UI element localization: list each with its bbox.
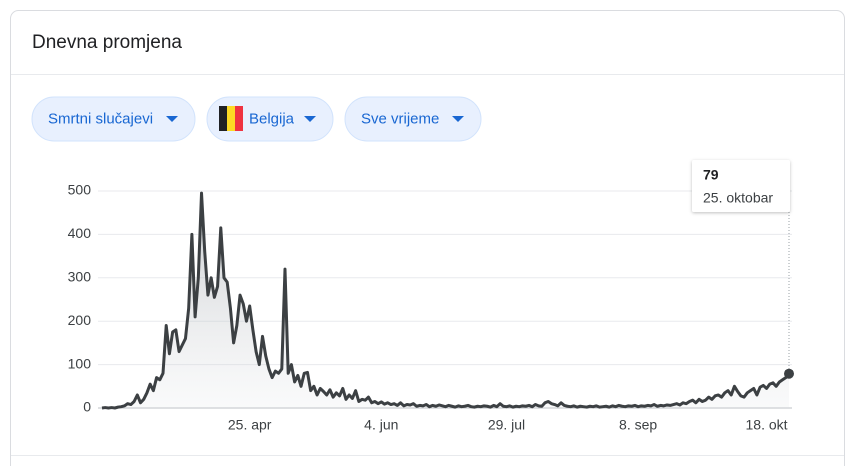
button-label[interactable]: Belgija xyxy=(249,110,295,127)
button-bg[interactable] xyxy=(344,96,482,142)
dropdown-arrow[interactable] xyxy=(452,116,464,122)
filter-button[interactable]: Sve vrijeme xyxy=(344,96,482,142)
button-bg[interactable] xyxy=(31,96,196,142)
y-tick-label: 400 xyxy=(68,225,92,241)
x-tick-label: 18. okt xyxy=(746,417,788,433)
tooltip-bg xyxy=(692,160,790,212)
area-fill xyxy=(102,193,789,408)
dropdown-arrow[interactable] xyxy=(166,116,178,122)
y-tick-label: 500 xyxy=(68,182,92,198)
card-title: Dnevna promjena xyxy=(32,32,182,53)
x-tick-label: 25. apr xyxy=(228,417,272,433)
dropdown-arrow[interactable] xyxy=(304,116,316,122)
x-tick-label: 29. jul xyxy=(488,417,525,433)
x-tick-label: 4. jun xyxy=(364,417,398,433)
filter-button[interactable]: Belgija xyxy=(206,96,334,142)
data-line xyxy=(101,191,791,410)
button-label[interactable]: Sve vrijeme xyxy=(361,110,439,127)
y-tick-label: 200 xyxy=(68,312,92,328)
x-tick-label: 8. sep xyxy=(619,417,657,433)
tooltip-date: 25. oktobar xyxy=(703,190,773,206)
plot: 0 100 200 300 400 500 25. apr 4. jun 29. jul 8. s… xyxy=(68,160,794,433)
flag-icon xyxy=(219,106,243,131)
filter-button[interactable]: Smrtni slučajevi xyxy=(31,96,196,142)
tooltip-value: 79 xyxy=(703,167,719,183)
y-tick-label: 0 xyxy=(83,399,91,415)
point xyxy=(784,368,794,379)
y-tick-label: 300 xyxy=(68,269,92,285)
button-label[interactable]: Smrtni slučajevi xyxy=(48,110,153,127)
tooltip: 79 25. oktobar xyxy=(692,160,790,212)
y-tick-label: 100 xyxy=(68,355,92,371)
